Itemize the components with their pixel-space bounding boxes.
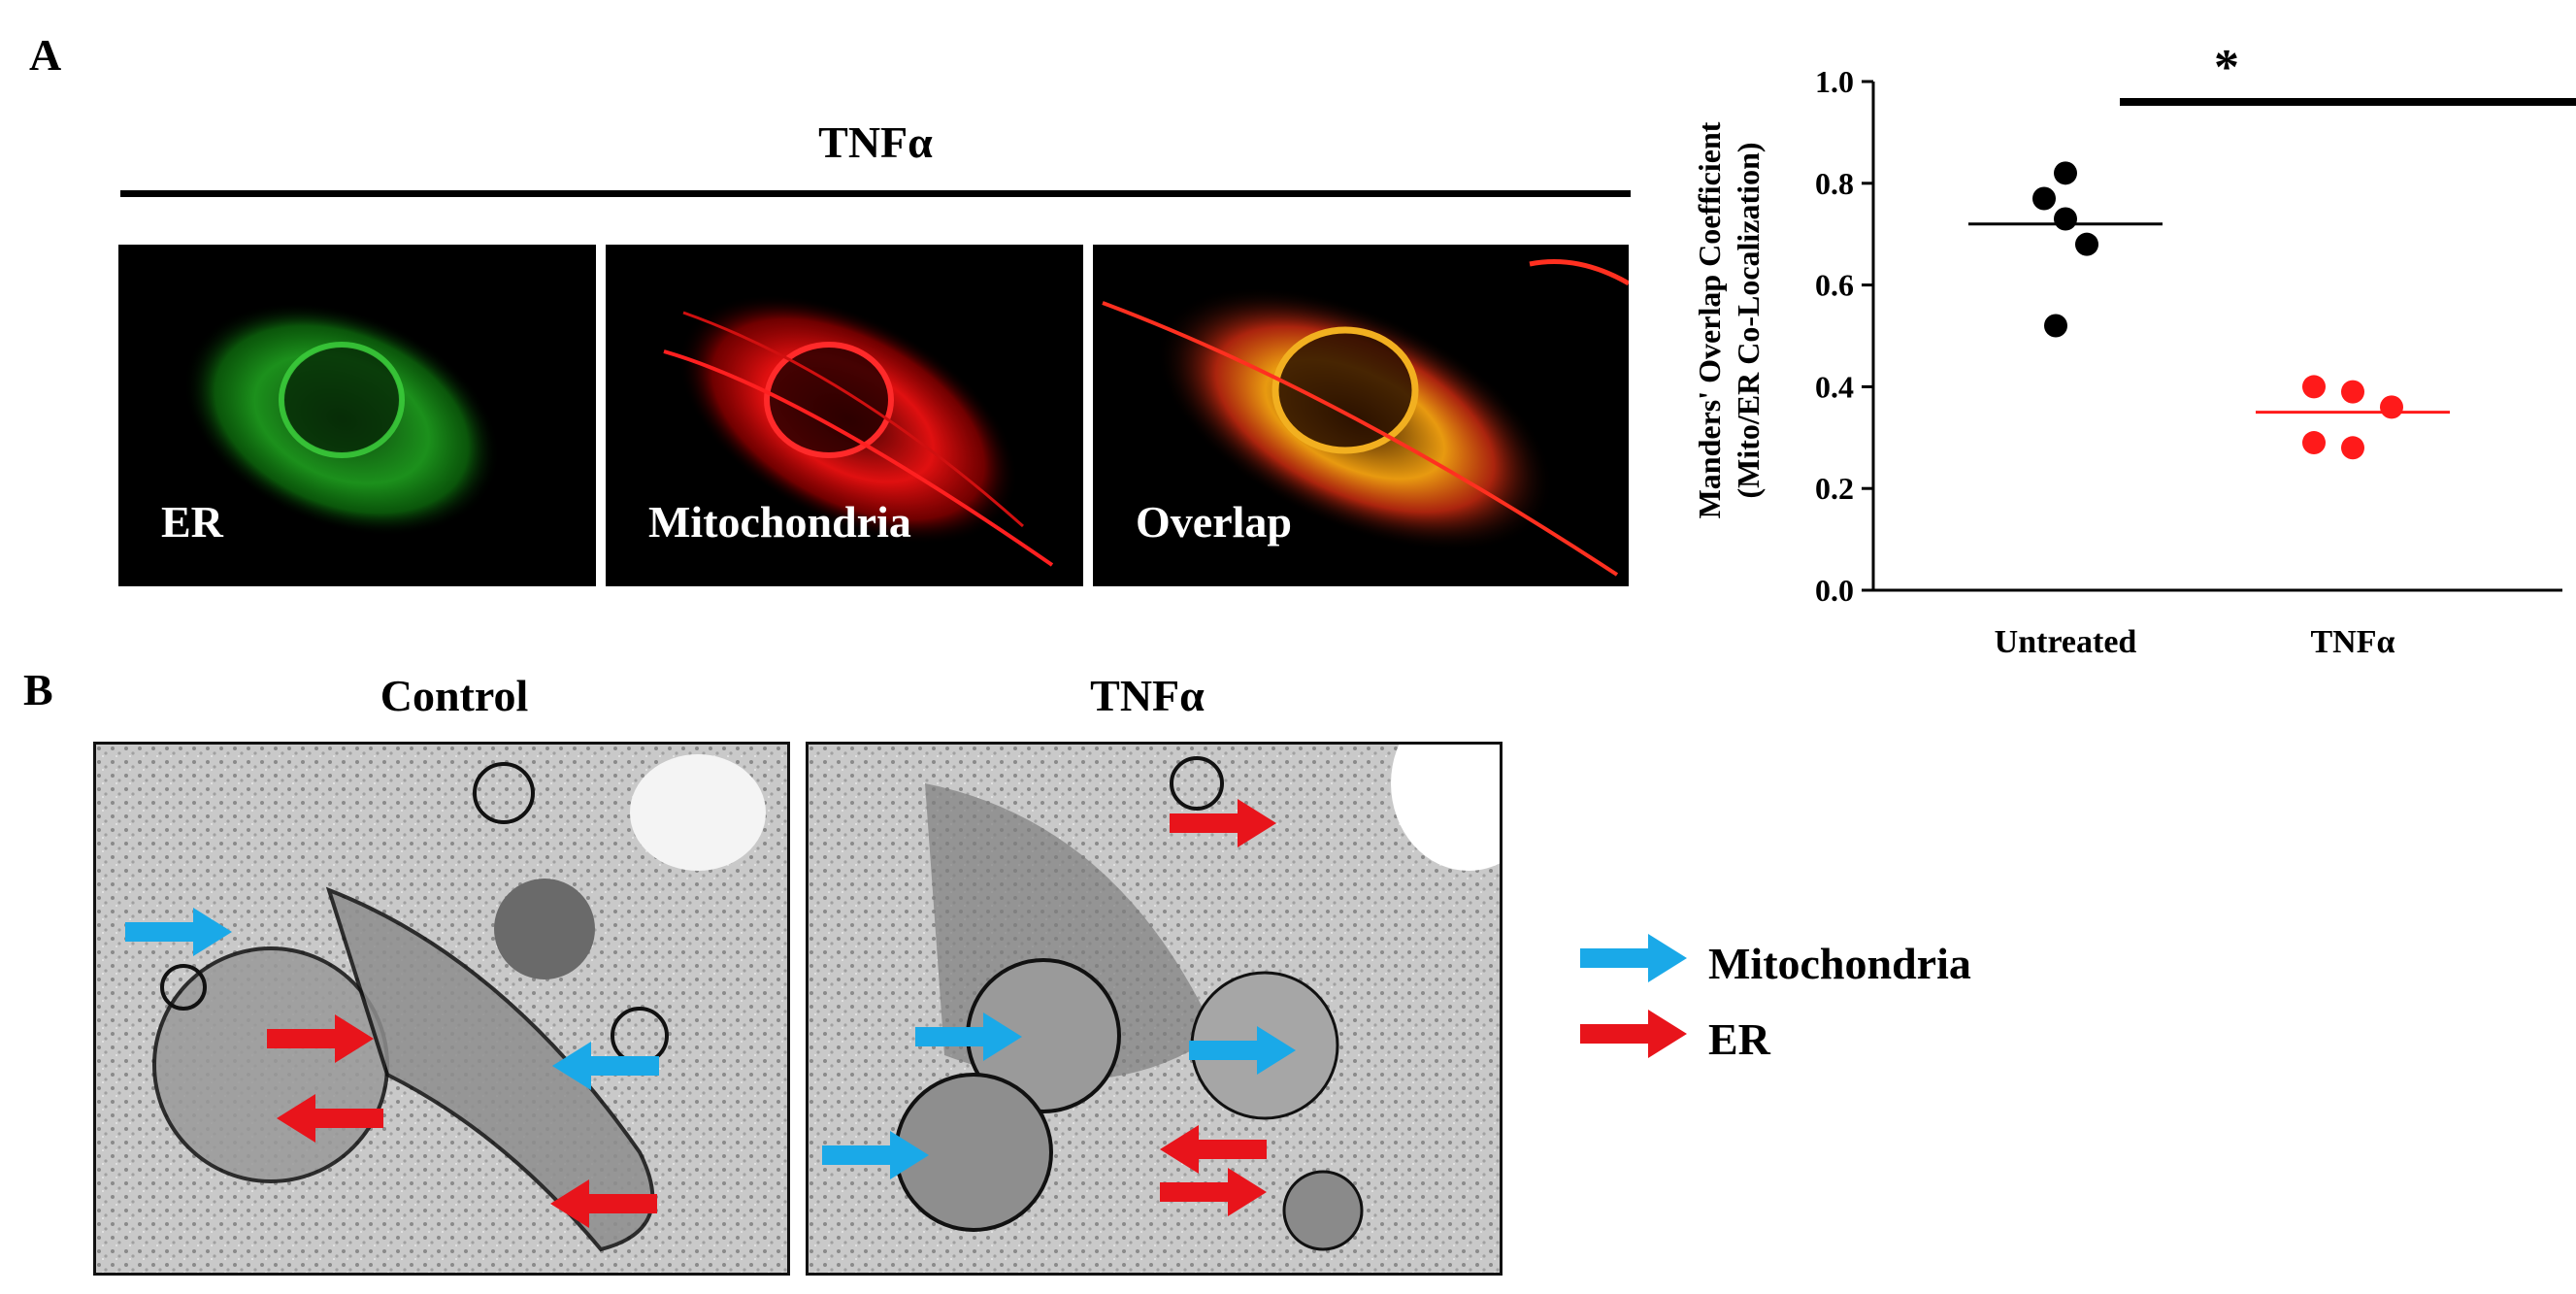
control-er-arrow-1 [267, 1014, 374, 1063]
data-point [2044, 314, 2067, 338]
y-tick-label: 0.0 [1815, 573, 1854, 608]
mitochondria-label: Mitochondria [648, 497, 911, 547]
tnf-er-arrow-3 [1160, 1168, 1267, 1216]
significance-asterisk: * [2214, 40, 2239, 95]
y-tick-label: 0.6 [1815, 268, 1854, 303]
y-tick-label: 1.0 [1815, 64, 1854, 99]
panel-a-letter: A [29, 30, 62, 80]
y-axis-sublabel: (Mito/ER Co-Localization) [1731, 142, 1766, 498]
panel-a-header-bar [120, 190, 1631, 197]
y-tick-label: 0.4 [1815, 369, 1854, 404]
overlap-label: Overlap [1136, 497, 1292, 547]
control-er-arrow-3 [550, 1179, 657, 1228]
panel-a-header: TNFα [818, 117, 933, 167]
tnf-em-image [806, 742, 1503, 1276]
data-point [2054, 207, 2077, 231]
y-tick-label: 0.2 [1815, 471, 1854, 506]
control-mito-arrow-1 [125, 908, 232, 956]
control-title: Control [380, 671, 529, 720]
er-label: ER [161, 497, 223, 547]
legend-mito-arrow [1580, 934, 1687, 987]
tnf-mito-arrow-1 [915, 1012, 1022, 1061]
data-point [2302, 375, 2326, 399]
control-mito-arrow-2 [552, 1042, 659, 1090]
tnf-title: TNFα [1090, 671, 1205, 720]
legend-er-label: ER [1708, 1014, 1770, 1064]
mitochondria-micrograph: Mitochondria [606, 245, 1083, 586]
manders-scatter-chart: Manders' Overlap Coefficient (Mito/ER Co… [1692, 40, 2576, 660]
tnf-er-arrow-1 [1170, 799, 1276, 847]
legend-mito-label: Mitochondria [1708, 939, 1971, 988]
data-point [2054, 161, 2077, 185]
data-point [2341, 436, 2364, 460]
overlap-micrograph: Overlap [1093, 245, 1629, 586]
control-em-image [93, 742, 790, 1276]
data-point [2032, 186, 2056, 211]
data-point [2380, 395, 2403, 419]
tnf-er-arrow-2 [1160, 1125, 1267, 1174]
data-point [2302, 431, 2326, 455]
x-category-label: TNFα [2311, 624, 2395, 660]
y-tick-label: 0.8 [1815, 166, 1854, 201]
y-axis-label: Manders' Overlap Coefficient [1692, 121, 1727, 518]
panel-b-letter: B [23, 665, 53, 714]
er-micrograph: ER [118, 245, 596, 586]
data-point [2341, 380, 2364, 404]
data-point [2075, 232, 2098, 256]
x-category-label: Untreated [1995, 624, 2137, 660]
control-er-arrow-2 [277, 1094, 383, 1143]
legend-er-arrow [1580, 1010, 1687, 1063]
tnf-mito-arrow-3 [822, 1131, 929, 1179]
tnf-mito-arrow-2 [1189, 1026, 1296, 1075]
